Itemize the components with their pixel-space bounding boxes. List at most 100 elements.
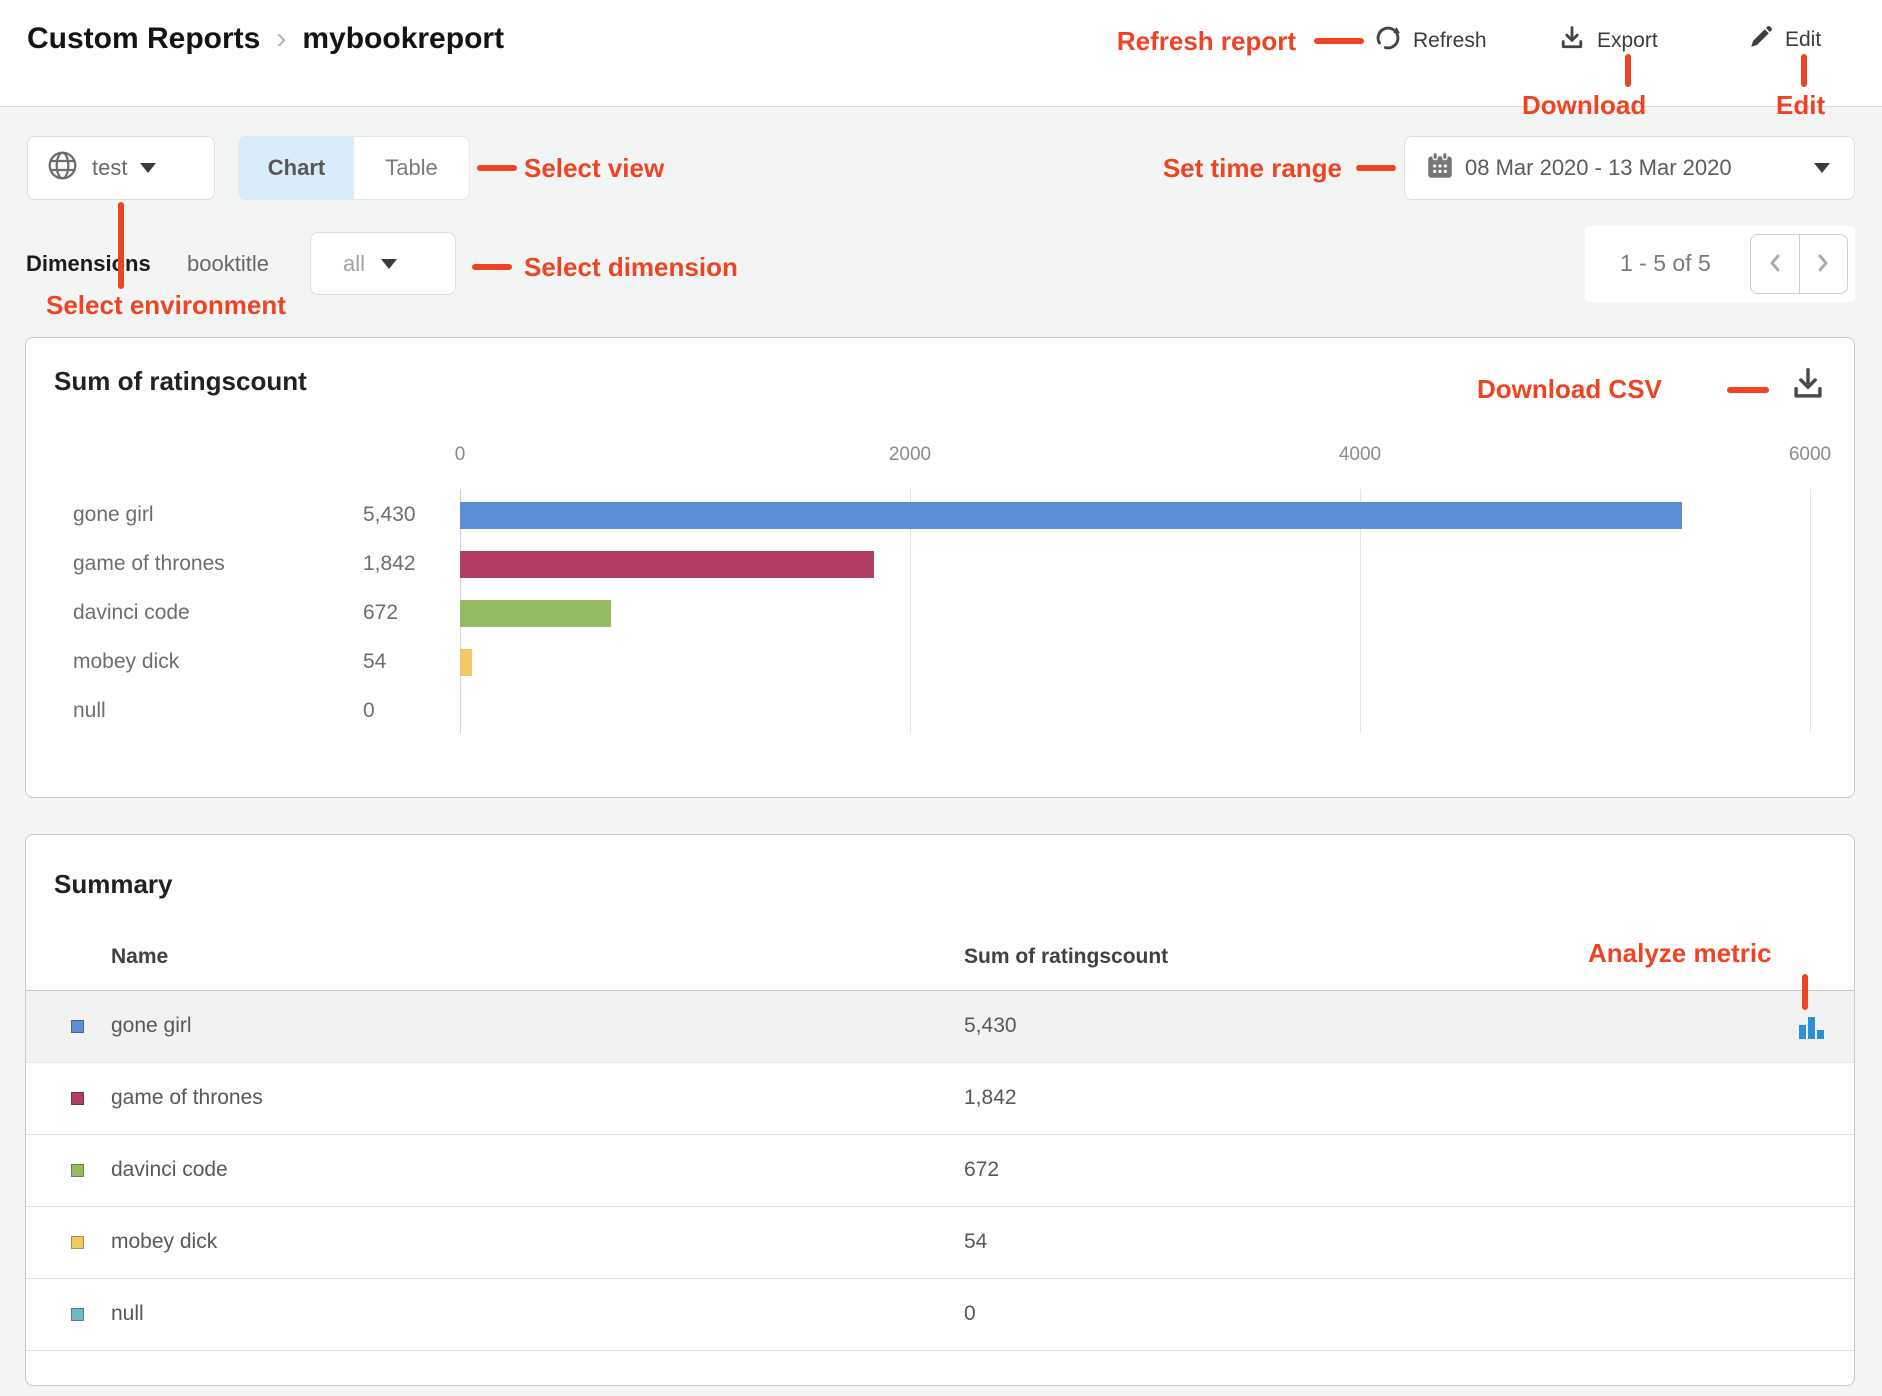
summary-row-value: 5,430 (964, 1014, 1017, 1037)
chart-plot-area: gone girl 5,430 game of thrones 1,842 davinc… (26, 489, 1854, 737)
date-range-label: 08 Mar 2020 - 13 Mar 2020 (1465, 155, 1732, 180)
grid-line (910, 489, 911, 733)
analyze-metric-button[interactable] (1795, 1012, 1827, 1044)
breadcrumb: Custom Reports › mybookreport (27, 22, 504, 56)
summary-row-name: game of thrones (111, 1086, 263, 1109)
chevron-left-icon (1767, 252, 1783, 277)
chart-value-label: 672 (363, 601, 399, 624)
view-toggle: Chart Table (238, 136, 470, 200)
chevron-down-icon (140, 163, 157, 173)
header: Custom Reports › mybookreport Refresh Ex… (0, 0, 1882, 107)
breadcrumb-root[interactable]: Custom Reports (27, 22, 261, 55)
summary-row-value: 0 (964, 1302, 976, 1325)
summary-row: mobey dick 54 (26, 1207, 1854, 1279)
chart-category-label: game of thrones (73, 552, 225, 575)
bar-chart-icon (1796, 1017, 1826, 1045)
chart-row: null 0 (26, 687, 1854, 736)
edit-button[interactable]: Edit (1748, 24, 1821, 56)
annotation-line (1802, 974, 1808, 1010)
summary-card: Summary Name Sum of ratingscount gone gi… (25, 834, 1855, 1386)
pagination-range-label: 1 - 5 of 5 (1620, 250, 1711, 276)
series-color-swatch (71, 1020, 84, 1033)
annotation-download: Download (1522, 90, 1647, 120)
next-page-button[interactable] (1800, 235, 1848, 293)
annotation-dash (477, 165, 517, 171)
x-tick-label: 6000 (1788, 444, 1832, 465)
chart-category-label: mobey dick (73, 650, 180, 673)
column-header-name: Name (111, 945, 169, 968)
chart-category-label: null (73, 699, 106, 722)
previous-page-button[interactable] (1751, 235, 1800, 293)
export-label: Export (1597, 29, 1658, 52)
date-range-picker[interactable]: 08 Mar 2020 - 13 Mar 2020 (1404, 136, 1855, 200)
summary-title: Summary (54, 869, 173, 899)
pencil-icon (1748, 24, 1774, 56)
annotation-line (118, 202, 124, 289)
chart-row: davinci code 672 (26, 589, 1854, 638)
breadcrumb-separator-icon: › (276, 22, 287, 55)
chart-axis-ticks: 0 2000 4000 6000 (26, 444, 1854, 470)
edit-label: Edit (1785, 28, 1822, 51)
summary-row-value: 54 (964, 1230, 988, 1253)
chart-row: mobey dick 54 (26, 638, 1854, 687)
annotation-select-view: Select view (524, 153, 665, 183)
series-color-swatch (71, 1164, 84, 1177)
dimension-value-select[interactable]: all (310, 232, 456, 295)
summary-table-body: gone girl 5,430 game of thrones 1,842 davinc… (26, 991, 1854, 1351)
summary-row: null 0 (26, 1279, 1854, 1351)
annotation-edit: Edit (1776, 90, 1826, 120)
annotation-analyze-metric: Analyze metric (1588, 938, 1772, 968)
summary-row: davinci code 672 (26, 1135, 1854, 1207)
environment-selector[interactable]: test (27, 136, 215, 200)
export-button[interactable]: Export (1558, 24, 1658, 58)
environment-label: test (92, 155, 128, 180)
chart-row: gone girl 5,430 (26, 491, 1854, 540)
chevron-down-icon (1814, 163, 1830, 173)
series-color-swatch (71, 1236, 84, 1249)
refresh-icon (1374, 24, 1402, 58)
x-tick-label: 4000 (1338, 444, 1382, 465)
download-csv-button[interactable] (1788, 365, 1828, 405)
refresh-button[interactable]: Refresh (1374, 24, 1487, 58)
chart-rows: gone girl 5,430 game of thrones 1,842 davinc… (26, 491, 1854, 736)
calendar-icon (1425, 151, 1455, 186)
chart-value-label: 5,430 (363, 503, 416, 526)
summary-row-name: gone girl (111, 1014, 192, 1037)
chart-value-label: 0 (363, 699, 375, 722)
annotation-set-time-range: Set time range (1162, 153, 1342, 183)
chart-bar (460, 649, 472, 676)
annotation-select-dimension: Select dimension (524, 252, 738, 282)
tab-table[interactable]: Table (385, 155, 438, 180)
annotation-line (1801, 54, 1807, 87)
summary-row-value: 1,842 (964, 1086, 1017, 1109)
summary-row: gone girl 5,430 (26, 991, 1854, 1063)
dimension-value-label: all (343, 250, 366, 276)
summary-row-name: mobey dick (111, 1230, 218, 1253)
chart-value-label: 54 (363, 650, 387, 673)
chart-card: Sum of ratingscount 0 2000 4000 6000 gone g… (25, 337, 1855, 798)
chart-category-label: gone girl (73, 503, 154, 526)
annotation-dash (1727, 387, 1769, 393)
breadcrumb-current: mybookreport (302, 22, 505, 55)
annotation-dash (472, 264, 512, 270)
series-color-swatch (71, 1092, 84, 1105)
refresh-label: Refresh (1413, 29, 1487, 52)
annotation-dash (1314, 38, 1364, 44)
chart-bar (460, 502, 1682, 529)
chevron-down-icon (381, 258, 398, 269)
chart-value-label: 1,842 (363, 552, 416, 575)
globe-icon (46, 149, 79, 187)
annotation-line (1625, 54, 1631, 87)
x-tick-label: 0 (454, 444, 466, 465)
download-icon (1558, 24, 1586, 58)
column-header-value: Sum of ratingscount (964, 945, 1169, 968)
series-color-swatch (71, 1308, 84, 1321)
chart-row: game of thrones 1,842 (26, 540, 1854, 589)
annotation-dash (1356, 165, 1396, 171)
chart-category-label: davinci code (73, 601, 190, 624)
chevron-right-icon (1815, 252, 1831, 277)
annotation-download-csv: Download CSV (1477, 374, 1662, 404)
tab-chart[interactable]: Chart (239, 137, 354, 199)
annotation-refresh-report: Refresh report (1116, 26, 1296, 56)
summary-table-header: Name Sum of ratingscount (26, 927, 1854, 991)
